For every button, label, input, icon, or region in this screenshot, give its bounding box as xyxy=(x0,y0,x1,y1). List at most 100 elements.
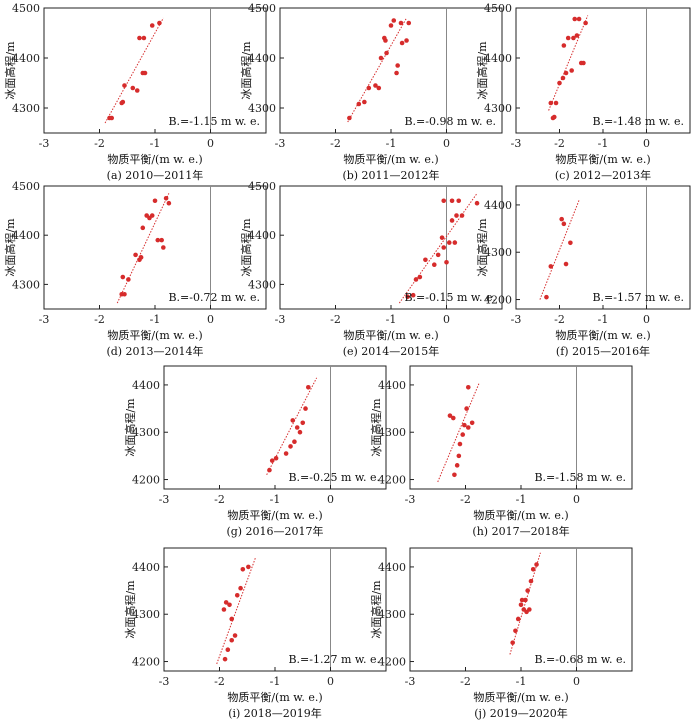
data-point xyxy=(417,274,423,280)
data-point xyxy=(559,216,564,222)
x-tick-label: -1 xyxy=(386,313,397,326)
data-point xyxy=(459,213,465,218)
data-point xyxy=(267,467,272,473)
data-point xyxy=(269,458,275,463)
data-point xyxy=(290,418,296,423)
data-point xyxy=(373,83,378,88)
data-point xyxy=(576,16,582,22)
data-point xyxy=(405,294,410,300)
data-point xyxy=(474,200,480,206)
data-point xyxy=(572,16,578,22)
y-tick-label: 4400 xyxy=(132,379,160,392)
data-point xyxy=(568,240,573,246)
y-axis-label: 冰面高程/m xyxy=(239,41,253,100)
x-tick-label: 0 xyxy=(643,313,650,326)
y-axis-label: 冰面高程/m xyxy=(3,41,17,100)
panel-e: -3 -2 -1 0 4300 4400 4500 冰面高程/m 物质平衡/(m w. e.) (… xyxy=(239,180,503,358)
data-point xyxy=(120,274,126,280)
y-axis-label: 冰面高程/m xyxy=(369,398,383,457)
x-tick-label: -3 xyxy=(275,137,286,150)
data-point xyxy=(447,413,453,418)
data-point xyxy=(515,616,521,622)
x-tick-label: -3 xyxy=(39,137,50,150)
x-tick-label: -3 xyxy=(405,675,416,688)
y-tick-label: 4400 xyxy=(132,561,160,574)
data-point xyxy=(227,602,232,608)
y-tick-label: 4400 xyxy=(248,52,276,65)
data-point xyxy=(109,115,115,121)
data-point xyxy=(581,60,586,66)
fit-line xyxy=(539,200,580,300)
y-axis-label: 冰面高程/m xyxy=(3,218,17,277)
y-tick-label: 4500 xyxy=(12,180,40,193)
data-point xyxy=(441,198,447,204)
data-point xyxy=(283,451,289,456)
panel-c: -3 -2 -1 0 4300 4400 4500 冰面高程/m 物质平衡/(m w. e.) (… xyxy=(475,2,691,182)
data-point xyxy=(229,637,235,643)
data-point xyxy=(518,602,524,608)
data-point xyxy=(294,425,300,430)
y-tick-label: 4300 xyxy=(132,426,160,439)
data-point xyxy=(384,50,389,56)
data-point xyxy=(534,562,539,567)
data-point xyxy=(557,80,562,86)
y-tick-label: 4300 xyxy=(12,102,40,115)
x-axis-label: 物质平衡/(m w. e.) xyxy=(343,152,438,166)
panel-caption: (j) 2019—2020年 xyxy=(474,706,567,720)
data-point xyxy=(137,35,142,41)
data-point xyxy=(454,463,460,468)
y-tick-label: 4200 xyxy=(378,656,406,669)
x-axis-label: 物质平衡/(m w. e.) xyxy=(227,690,322,704)
data-point xyxy=(435,252,441,258)
data-point xyxy=(513,628,518,634)
data-point xyxy=(464,406,469,411)
x-axis-label: 物质平衡/(m w. e.) xyxy=(473,690,568,704)
data-point xyxy=(157,20,162,26)
x-tick-label: -1 xyxy=(270,675,281,688)
data-point xyxy=(300,420,306,426)
data-point xyxy=(551,114,557,120)
data-point xyxy=(454,213,459,218)
data-point xyxy=(140,225,146,231)
data-point xyxy=(356,101,362,107)
y-tick-label: 4400 xyxy=(484,52,512,65)
panel-caption: (g) 2016—2017年 xyxy=(226,524,323,538)
data-point xyxy=(161,245,166,250)
mass-balance-annotation: B.=-1.58 m w. e. xyxy=(534,471,626,484)
panel-b: -3 -2 -1 0 4300 4400 4500 冰面高程/m 物质平衡/(m w. e.) (… xyxy=(239,2,503,182)
x-tick-label: 0 xyxy=(443,137,450,150)
data-point xyxy=(163,196,169,201)
x-tick-label: 0 xyxy=(573,675,580,688)
x-tick-label: -2 xyxy=(94,137,105,150)
panel-caption: (b) 2011—2012年 xyxy=(342,168,439,182)
data-point xyxy=(232,633,238,638)
mass-balance-annotation: B.=-1.48 m w. e. xyxy=(592,115,684,128)
data-point xyxy=(446,240,452,245)
y-tick-label: 4400 xyxy=(378,379,406,392)
data-point xyxy=(238,585,243,591)
x-axis-label: 物质平衡/(m w. e.) xyxy=(227,508,322,522)
fit-line xyxy=(104,17,164,124)
data-point xyxy=(152,198,158,204)
x-axis-label: 物质平衡/(m w. e.) xyxy=(343,328,438,342)
panel-caption: (c) 2012—2013年 xyxy=(555,168,651,182)
data-point xyxy=(229,616,235,622)
mass-balance-annotation: B.=-0.15 m w. e. xyxy=(404,291,496,304)
data-point xyxy=(149,23,155,28)
x-tick-label: 0 xyxy=(207,137,214,150)
x-tick-label: 0 xyxy=(207,313,214,326)
x-tick-label: -1 xyxy=(150,137,161,150)
data-point xyxy=(462,422,467,428)
data-point xyxy=(525,588,530,593)
y-axis-label: 冰面高程/m xyxy=(123,398,137,457)
data-point xyxy=(431,262,437,268)
data-point xyxy=(376,85,382,91)
data-point xyxy=(544,294,549,300)
x-tick-label: -1 xyxy=(598,137,609,150)
data-point xyxy=(523,597,528,603)
x-tick-label: -2 xyxy=(214,675,225,688)
y-tick-label: 4500 xyxy=(12,2,40,15)
data-point xyxy=(574,33,580,38)
y-tick-label: 4400 xyxy=(12,229,40,242)
